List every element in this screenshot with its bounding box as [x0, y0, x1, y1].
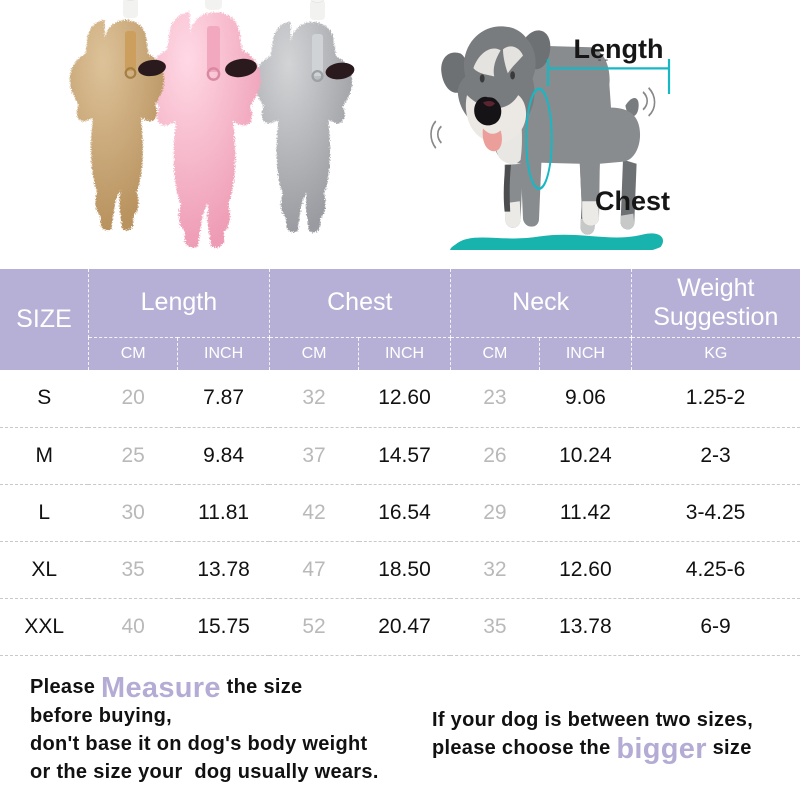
svg-text:Chest: Chest — [595, 186, 670, 216]
svg-text:Length: Length — [574, 34, 664, 64]
